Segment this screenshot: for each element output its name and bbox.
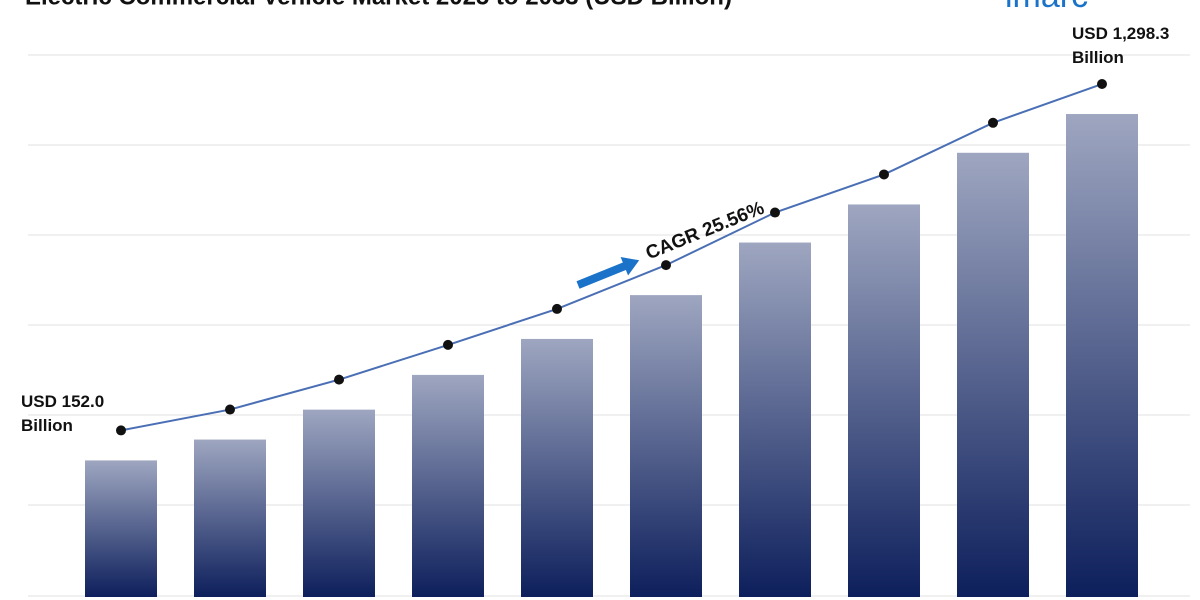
bar xyxy=(303,409,375,597)
bar xyxy=(848,204,920,597)
trend-dot xyxy=(988,117,998,128)
value-label: USD 1,298.3 Billion xyxy=(1072,24,1170,67)
trend-line xyxy=(120,83,1103,432)
trend-dot xyxy=(879,169,889,180)
logo: imarc xyxy=(1005,0,1088,15)
bar xyxy=(739,242,811,597)
bar xyxy=(1066,114,1138,597)
trend-dot xyxy=(443,339,453,350)
trend-dot xyxy=(116,425,126,436)
trend-dot xyxy=(770,207,780,218)
trend-dot xyxy=(225,404,235,415)
bar xyxy=(412,374,484,597)
chart-title: Electric Commercial Vehicle Market 2025 … xyxy=(25,0,732,10)
bar xyxy=(85,460,157,597)
trend-dot xyxy=(552,303,562,314)
trend-dot xyxy=(334,374,344,385)
bar xyxy=(957,152,1029,598)
trend-dot xyxy=(661,260,671,271)
cagr-arrow xyxy=(576,256,640,289)
value-label: USD 152.0 Billion xyxy=(21,392,105,436)
bar xyxy=(521,338,593,597)
bar xyxy=(630,295,702,597)
bar xyxy=(194,439,266,597)
trend-dot xyxy=(1097,79,1107,90)
